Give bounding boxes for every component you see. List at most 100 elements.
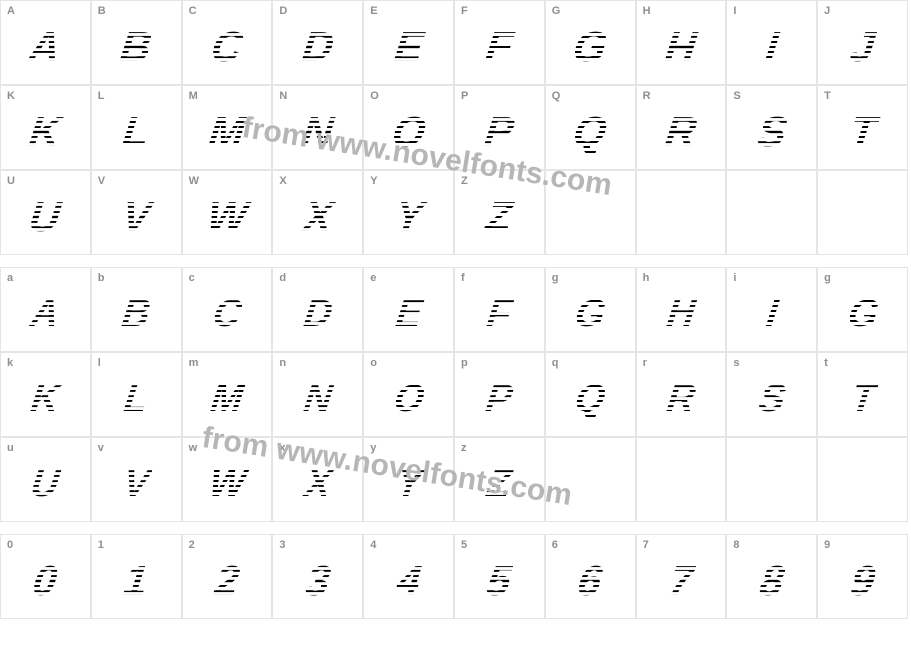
cell-label: 5 bbox=[461, 539, 467, 551]
glyph-cell: kk bbox=[0, 352, 91, 437]
cell-label: n bbox=[279, 357, 286, 369]
glyph: i bbox=[761, 295, 783, 333]
cell-label: 1 bbox=[98, 539, 104, 551]
glyph-cell: SS bbox=[726, 85, 817, 170]
cell-label: D bbox=[279, 5, 287, 17]
glyph: I bbox=[760, 26, 784, 68]
glyph: F bbox=[480, 26, 518, 68]
cell-label: l bbox=[98, 357, 101, 369]
cell-label: 4 bbox=[370, 539, 376, 551]
glyph: m bbox=[205, 380, 248, 418]
glyph-cell: YY bbox=[363, 170, 454, 255]
cell-label: H bbox=[643, 5, 651, 17]
cell-label: h bbox=[643, 272, 650, 284]
row-gap bbox=[0, 522, 911, 534]
cell-label: B bbox=[98, 5, 106, 17]
glyph: r bbox=[662, 380, 701, 418]
glyph: p bbox=[481, 380, 518, 418]
glyph: y bbox=[390, 465, 427, 503]
cell-label: x bbox=[279, 442, 285, 454]
glyph-cell: QQ bbox=[545, 85, 636, 170]
glyph: 4 bbox=[391, 560, 427, 602]
glyph: O bbox=[386, 111, 431, 153]
cell-label: c bbox=[189, 272, 195, 284]
glyph: S bbox=[751, 111, 792, 153]
glyph: E bbox=[388, 26, 429, 68]
glyph: W bbox=[201, 196, 253, 238]
cell-label: t bbox=[824, 357, 828, 369]
cell-label: G bbox=[552, 5, 561, 17]
cell-label: S bbox=[733, 90, 740, 102]
glyph-cell: NN bbox=[272, 85, 363, 170]
glyph-cell bbox=[817, 170, 908, 255]
cell-label: L bbox=[98, 90, 105, 102]
cell-label: z bbox=[461, 442, 467, 454]
glyph: c bbox=[208, 295, 247, 333]
glyph: U bbox=[24, 196, 67, 238]
glyph-cell: EE bbox=[363, 0, 454, 85]
glyph: 7 bbox=[663, 560, 699, 602]
glyph-cell: 44 bbox=[363, 534, 454, 619]
cell-label: s bbox=[733, 357, 739, 369]
glyph-cell: HH bbox=[636, 0, 727, 85]
glyph-cell: dd bbox=[272, 267, 363, 352]
glyph-cell: aa bbox=[0, 267, 91, 352]
cell-label: k bbox=[7, 357, 13, 369]
glyph-cell: TT bbox=[817, 85, 908, 170]
glyph-cell: ee bbox=[363, 267, 454, 352]
glyph: Y bbox=[388, 196, 429, 238]
cell-label: R bbox=[643, 90, 651, 102]
glyph: f bbox=[482, 295, 517, 333]
cell-label: Z bbox=[461, 175, 468, 187]
glyph-cell: PP bbox=[454, 85, 545, 170]
glyph: D bbox=[296, 26, 339, 68]
grid-row: KKLLMMNNOOPPQQRRSSTT bbox=[0, 85, 908, 170]
cell-label: 9 bbox=[824, 539, 830, 551]
glyph-cell: 77 bbox=[636, 534, 727, 619]
glyph-cell: XX bbox=[272, 170, 363, 255]
glyph: J bbox=[845, 26, 881, 68]
glyph-cell: OO bbox=[363, 85, 454, 170]
glyph-cell: pp bbox=[454, 352, 545, 437]
glyph: V bbox=[116, 196, 157, 238]
glyph-cell bbox=[726, 170, 817, 255]
cell-label: 7 bbox=[643, 539, 649, 551]
cell-label: Q bbox=[552, 90, 561, 102]
glyph-cell: xx bbox=[272, 437, 363, 522]
cell-label: A bbox=[7, 5, 15, 17]
glyph-cell bbox=[726, 437, 817, 522]
glyph-cell: ll bbox=[91, 352, 182, 437]
cell-label: p bbox=[461, 357, 468, 369]
glyph-cell: MM bbox=[182, 85, 273, 170]
cell-label: W bbox=[189, 175, 199, 187]
grid-row: UUVVWWXXYYZZ bbox=[0, 170, 908, 255]
glyph-cell: UU bbox=[0, 170, 91, 255]
glyph: Q bbox=[568, 111, 613, 153]
glyph-cell: vv bbox=[91, 437, 182, 522]
grid-row: aabbccddeeffgghhiigg bbox=[0, 267, 908, 352]
glyph: b bbox=[117, 295, 156, 333]
glyph: 1 bbox=[118, 560, 154, 602]
cell-label: m bbox=[189, 357, 199, 369]
glyph-cell: tt bbox=[817, 352, 908, 437]
glyph: d bbox=[298, 295, 337, 333]
cell-label: N bbox=[279, 90, 287, 102]
glyph: P bbox=[479, 111, 520, 153]
glyph-cell: hh bbox=[636, 267, 727, 352]
glyph-cell: JJ bbox=[817, 0, 908, 85]
glyph-cell: 11 bbox=[91, 534, 182, 619]
cell-label: J bbox=[824, 5, 830, 17]
cell-label: 0 bbox=[7, 539, 13, 551]
glyph: g bbox=[842, 295, 883, 333]
glyph: R bbox=[659, 111, 702, 153]
cell-label: P bbox=[461, 90, 468, 102]
cell-label: T bbox=[824, 90, 831, 102]
glyph: C bbox=[205, 26, 248, 68]
glyph-cell: ZZ bbox=[454, 170, 545, 255]
cell-label: v bbox=[98, 442, 104, 454]
glyph-cell: 22 bbox=[182, 534, 273, 619]
cell-label: U bbox=[7, 175, 15, 187]
glyph-cell: qq bbox=[545, 352, 636, 437]
glyph-cell: uu bbox=[0, 437, 91, 522]
cell-label: e bbox=[370, 272, 376, 284]
